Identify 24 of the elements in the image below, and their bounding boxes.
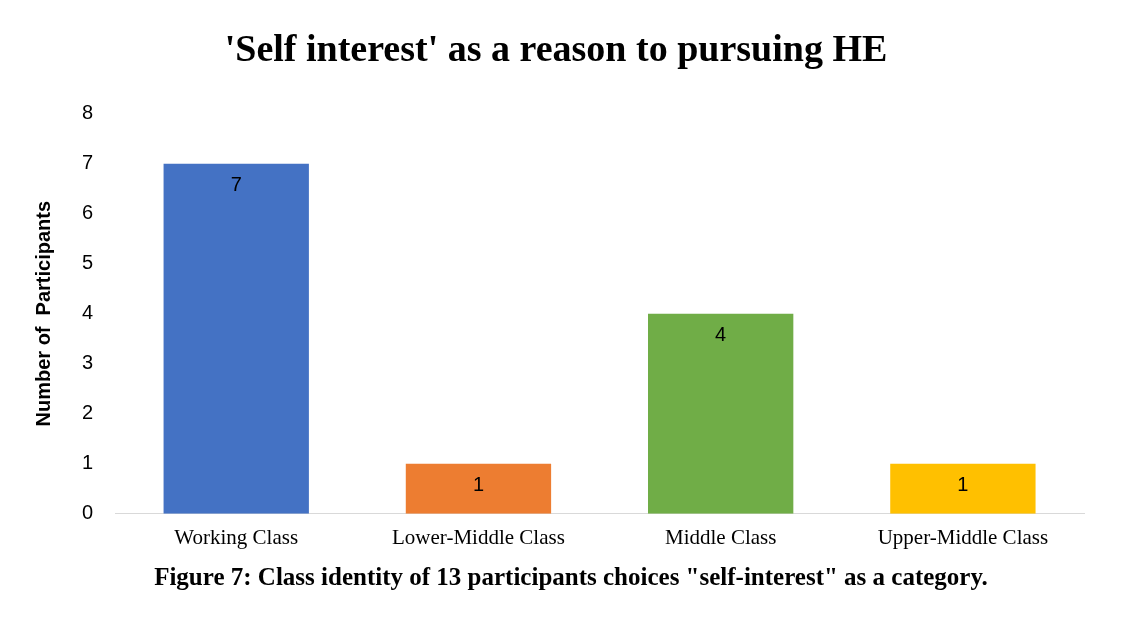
y-tick-label: 2: [82, 401, 94, 424]
chart-title: 'Self interest' as a reason to pursuing HE: [224, 26, 888, 69]
y-tick-label: 7: [82, 151, 94, 174]
data-label: 1: [957, 473, 969, 496]
y-tick-label: 8: [82, 101, 94, 124]
x-tick-label: Working Class: [174, 524, 299, 549]
y-tick-label: 5: [82, 251, 94, 274]
y-tick-label: 6: [82, 201, 94, 224]
bar: [648, 313, 794, 514]
y-tick-label: 3: [82, 351, 94, 374]
data-label: 7: [230, 173, 242, 196]
data-label: 4: [715, 323, 727, 346]
data-label: 1: [472, 473, 485, 496]
bar: [163, 163, 309, 514]
y-tick-label: 1: [82, 451, 94, 474]
x-tick-label: Middle Class: [664, 524, 777, 549]
bar: [890, 463, 1036, 514]
x-tick-label: Lower-Middle Class: [392, 524, 565, 549]
y-tick-label: 0: [82, 501, 94, 524]
caption: Figure 7: Class identity of 13 participants choices "self-interest" as a category.: [153, 563, 989, 591]
bar: [405, 463, 552, 514]
y-axis-title: Number of Participants: [31, 200, 54, 427]
x-tick-label: Upper-Middle Class: [877, 524, 1049, 549]
y-tick-label: 4: [82, 301, 94, 324]
